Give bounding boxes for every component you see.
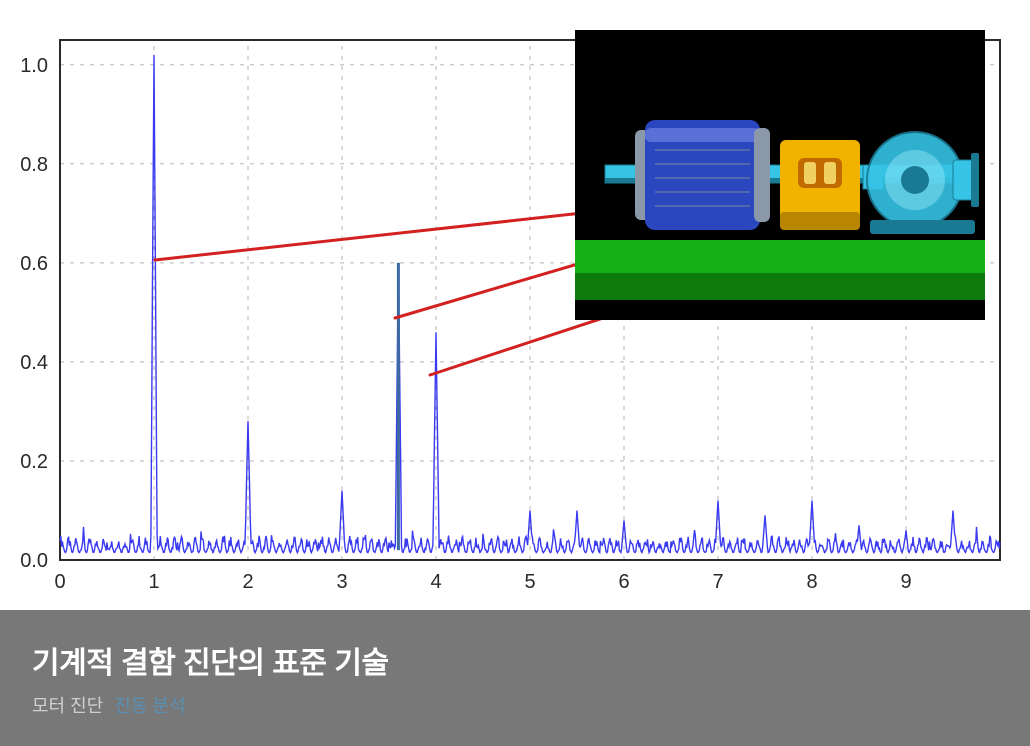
svg-text:0.4: 0.4 [20,352,48,374]
caption-title: 기계적 결함 진단의 표준 기술 [32,638,998,682]
svg-text:7: 7 [712,571,723,593]
svg-text:2: 2 [242,571,253,593]
svg-text:1: 1 [148,571,159,593]
svg-text:0.2: 0.2 [20,451,48,473]
inset-svg [575,30,985,320]
svg-text:8: 8 [806,571,817,593]
svg-text:9: 9 [900,571,911,593]
svg-text:0.6: 0.6 [20,253,48,275]
caption-sub-tag: 진동 분석 [114,696,185,716]
caption-sub: 모터 진단 진동 분석 [32,692,998,718]
caption-sub-category: 모터 진단 [32,696,103,716]
spectrum-chart: 0.0 0.2 0.4 0.6 0.8 1.0 0 1 2 3 4 5 6 7 8 9 [0,0,1030,610]
svg-text:5: 5 [524,571,535,593]
caption-bar: 기계적 결함 진단의 표준 기술 모터 진단 진동 분석 [0,610,1030,746]
svg-text:6: 6 [618,571,629,593]
svg-text:4: 4 [430,571,441,593]
svg-text:0.8: 0.8 [20,154,48,176]
svg-text:0.0: 0.0 [20,550,48,572]
machine-inset [575,30,985,320]
svg-text:1.0: 1.0 [20,55,48,77]
svg-text:3: 3 [336,571,347,593]
svg-text:0: 0 [54,571,65,593]
